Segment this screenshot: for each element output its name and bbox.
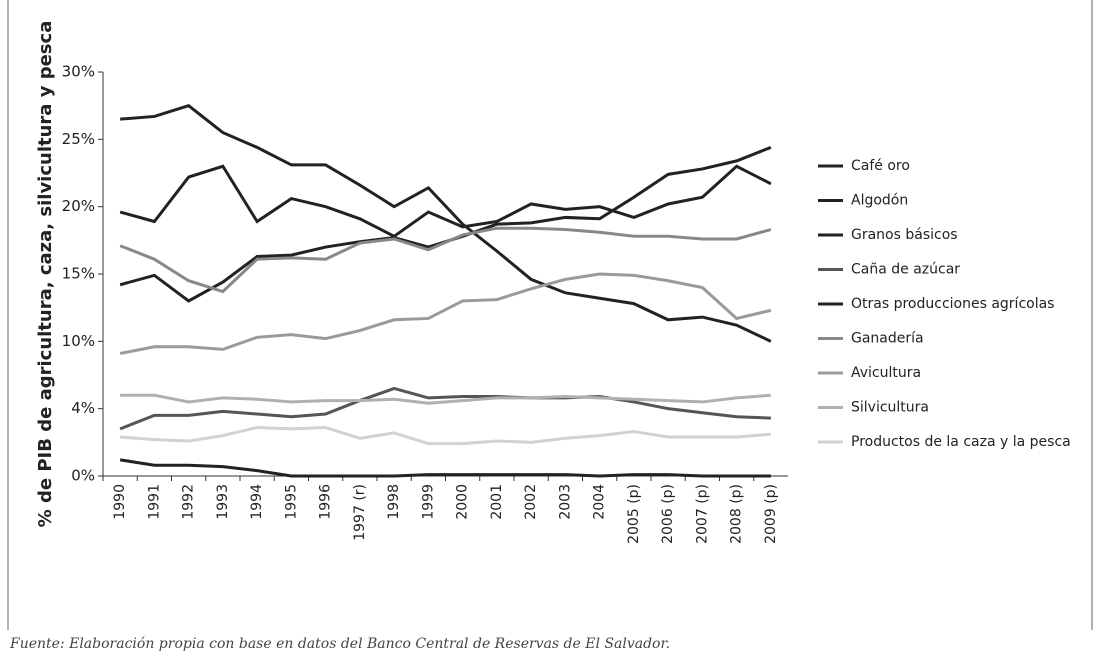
series-line bbox=[120, 103, 772, 343]
x-tick-label: 2002 bbox=[523, 484, 539, 520]
legend-label: Otras producciones agrícolas bbox=[851, 296, 1054, 312]
x-tick-label: 2006 (p) bbox=[660, 484, 676, 544]
y-tick-label: 15% bbox=[62, 265, 95, 283]
x-tick-label: 2009 (p) bbox=[763, 484, 779, 544]
y-tick-label: 20% bbox=[62, 197, 95, 215]
x-tick-label: 1991 bbox=[146, 484, 162, 520]
series-line bbox=[119, 226, 772, 294]
x-tick-label: 2000 bbox=[455, 484, 471, 520]
legend-label: Granos básicos bbox=[851, 227, 958, 243]
series-line bbox=[119, 146, 772, 303]
x-tick-label: 2004 bbox=[592, 484, 608, 520]
series-line bbox=[119, 458, 771, 478]
x-tick-label: 1999 bbox=[420, 484, 436, 520]
x-tick-label: 1992 bbox=[181, 484, 197, 520]
y-tick-label: 10% bbox=[62, 332, 95, 350]
x-tick-label: 1995 bbox=[283, 484, 299, 520]
frame bbox=[7, 0, 1093, 630]
y-tick-label: 4% bbox=[71, 399, 95, 417]
y-tick-label: 0% bbox=[71, 467, 95, 485]
x-tick-label: 1993 bbox=[215, 484, 231, 520]
legend-label: Silvicultura bbox=[851, 400, 929, 416]
x-tick-label: 2008 (p) bbox=[729, 484, 745, 544]
legend-label: Productos de la caza y la pesca bbox=[851, 434, 1071, 450]
legend-label: Caña de azúcar bbox=[851, 262, 960, 278]
source-note: Fuente: Elaboración propia con base en d… bbox=[10, 636, 671, 652]
x-tick-label: 2005 (p) bbox=[626, 484, 642, 544]
series-line bbox=[120, 426, 771, 446]
series-line bbox=[119, 386, 771, 431]
x-tick-label: 1994 bbox=[249, 484, 265, 520]
y-axis-label: % de PIB de agricultura, caza, silvicult… bbox=[35, 21, 56, 528]
x-tick-label: 1998 bbox=[386, 484, 402, 520]
chart: % de PIB de agricultura, caza, silvicult… bbox=[7, 0, 1093, 630]
legend-label: Algodón bbox=[851, 193, 908, 209]
series-line bbox=[120, 393, 771, 405]
x-tick-label: 2007 (p) bbox=[694, 484, 710, 544]
series-line bbox=[119, 272, 772, 355]
x-tick-label: 1997 (r) bbox=[352, 484, 368, 541]
y-tick-label: 30% bbox=[62, 63, 95, 81]
x-tick-label: 2001 bbox=[489, 484, 505, 520]
x-tick-label: 2003 bbox=[557, 484, 573, 520]
legend-label: Avicultura bbox=[851, 365, 921, 381]
legend-label: Ganadería bbox=[851, 331, 924, 347]
x-tick-label: 1996 bbox=[318, 484, 334, 520]
y-tick-label: 25% bbox=[62, 130, 95, 148]
x-tick-label: 1990 bbox=[112, 484, 128, 520]
series-line bbox=[119, 164, 772, 239]
legend-label: Café oro bbox=[851, 158, 910, 174]
